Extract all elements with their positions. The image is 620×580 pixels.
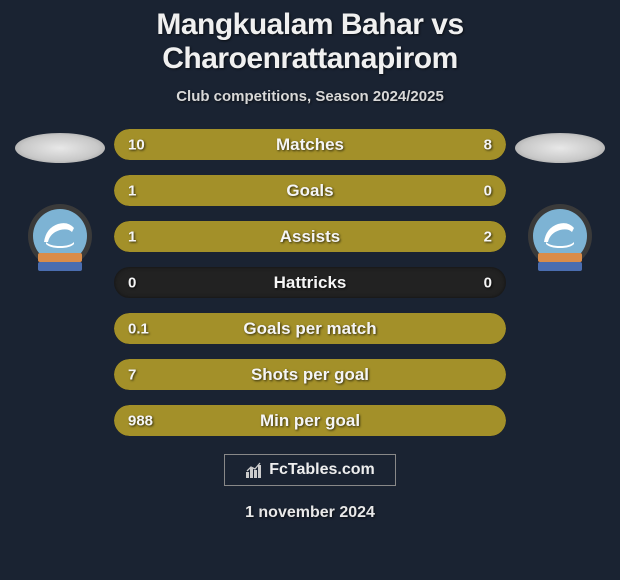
- brand-box: FcTables.com: [224, 454, 396, 486]
- stat-label: Hattricks: [114, 273, 506, 293]
- stat-value-right: 2: [484, 228, 492, 245]
- footer: FcTables.com 1 november 2024: [0, 454, 620, 522]
- stat-label: Assists: [114, 227, 506, 247]
- stats-bars: 10Matches81Goals01Assists20Hattricks00.1…: [110, 129, 510, 436]
- page-subtitle: Club competitions, Season 2024/2025: [0, 88, 620, 105]
- stat-row: 1Assists2: [114, 221, 506, 252]
- right-club-logo: [520, 198, 600, 278]
- stat-row: 1Goals0: [114, 175, 506, 206]
- stat-label: Matches: [114, 135, 506, 155]
- stat-label: Min per goal: [114, 411, 506, 431]
- stat-row: 7Shots per goal: [114, 359, 506, 390]
- comparison-area: 10Matches81Goals01Assists20Hattricks00.1…: [0, 129, 620, 436]
- stat-value-right: 0: [484, 182, 492, 199]
- stat-row: 0Hattricks0: [114, 267, 506, 298]
- stat-row: 10Matches8: [114, 129, 506, 160]
- stat-row: 0.1Goals per match: [114, 313, 506, 344]
- left-player-photo: [15, 133, 105, 163]
- left-player-column: [10, 129, 110, 278]
- right-player-column: [510, 129, 610, 278]
- stat-value-right: 0: [484, 274, 492, 291]
- page-title: Mangkualam Bahar vs Charoenrattanapirom: [0, 8, 620, 76]
- stat-row: 988Min per goal: [114, 405, 506, 436]
- stat-value-right: 8: [484, 136, 492, 153]
- footer-date: 1 november 2024: [0, 504, 620, 522]
- stat-label: Goals: [114, 181, 506, 201]
- left-club-logo: [20, 198, 100, 278]
- stat-label: Goals per match: [114, 319, 506, 339]
- brand-icon: [245, 461, 263, 479]
- right-player-photo: [515, 133, 605, 163]
- brand-text: FcTables.com: [269, 461, 375, 479]
- stat-label: Shots per goal: [114, 365, 506, 385]
